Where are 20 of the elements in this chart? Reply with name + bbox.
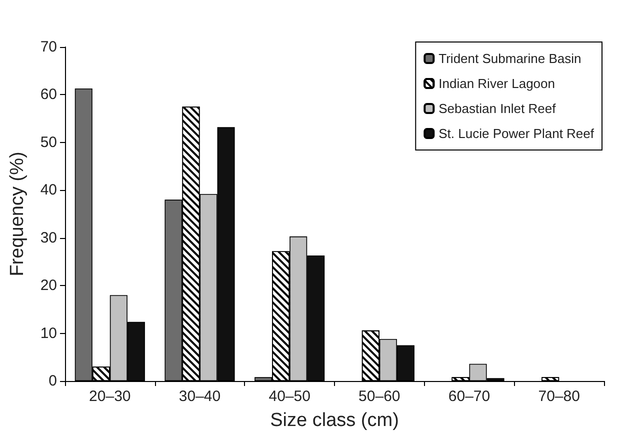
y-tick-label: 0 <box>48 372 57 390</box>
y-tick-label: 40 <box>40 182 57 199</box>
y-tick-label: 20 <box>40 277 57 294</box>
y-tick-label: 70 <box>40 38 57 56</box>
legend-label: St. Lucie Power Plant Reef <box>438 126 594 141</box>
x-tick-label: 20–30 <box>89 388 131 405</box>
y-tick-label: 60 <box>40 86 57 104</box>
y-tick-label: 30 <box>40 229 57 246</box>
x-tick-label: 50–60 <box>358 388 400 405</box>
y-tick-label: 50 <box>40 134 57 151</box>
x-axis-title: Size class (cm) <box>270 410 399 431</box>
x-tick-label: 60–70 <box>448 388 490 405</box>
legend-label: Indian River Lagoon <box>438 76 555 91</box>
x-tick-label: 40–50 <box>268 388 310 405</box>
y-axis-title: Frequency (%) <box>7 152 28 276</box>
x-tick-label: 30–40 <box>178 388 221 405</box>
x-tick-label: 70–80 <box>538 388 580 405</box>
legend-label: Sebastian Inlet Reef <box>438 101 556 116</box>
legend-label: Trident Submarine Basin <box>438 51 582 66</box>
y-tick-label: 10 <box>40 324 57 342</box>
